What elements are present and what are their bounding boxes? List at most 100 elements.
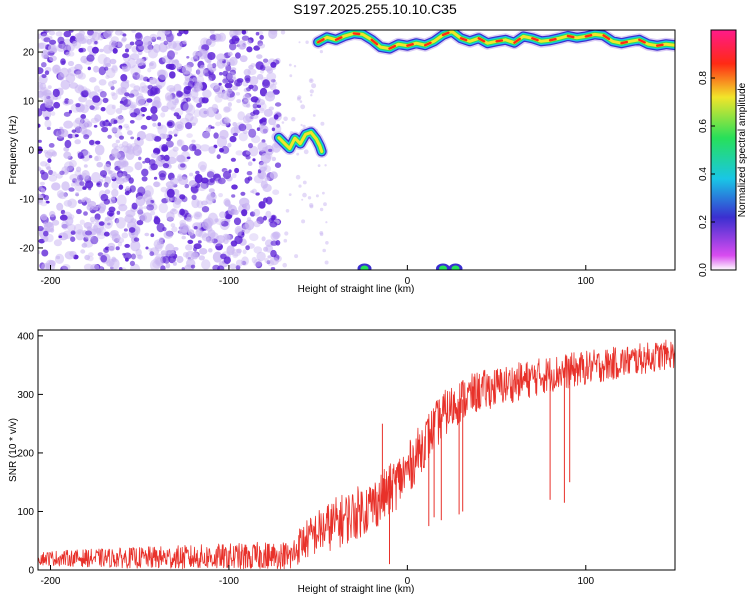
noise-speckle — [265, 196, 273, 205]
colorbar: 0.0 0.2 0.4 0.6 0.8 Normalized spectral ampl… — [698, 29, 748, 277]
noise-speckle — [242, 93, 251, 102]
noise-speckle — [121, 141, 129, 148]
noise-speckle — [44, 92, 55, 103]
noise-speckle — [94, 155, 99, 162]
noise-speckle — [38, 250, 41, 255]
noise-speckle — [67, 60, 75, 67]
noise-speckle — [135, 32, 143, 42]
noise-speckle — [246, 171, 253, 176]
ridge-main-peak — [566, 34, 575, 39]
ridge-main-peak — [388, 44, 397, 50]
noise-speckle — [265, 210, 272, 218]
noise-speckle — [212, 264, 220, 270]
noise-speckle — [235, 150, 243, 156]
noise-speckle — [309, 203, 314, 208]
noise-speckle — [232, 252, 239, 259]
noise-speckle — [260, 152, 272, 164]
noise-speckle — [38, 33, 42, 40]
noise-speckle — [280, 30, 286, 35]
noise-speckle — [146, 204, 155, 211]
noise-speckle — [113, 152, 122, 159]
noise-speckle — [134, 161, 143, 171]
noise-speckle — [59, 128, 69, 138]
noise-speckle — [256, 98, 266, 106]
noise-speckle — [163, 154, 170, 162]
noise-speckle — [75, 192, 80, 197]
noise-speckle — [102, 63, 109, 68]
noise-speckle — [49, 39, 57, 45]
noise-speckle — [38, 238, 45, 244]
noise-speckle — [234, 30, 242, 36]
noise-speckle — [302, 124, 306, 128]
noise-speckle — [138, 205, 144, 211]
noise-speckle — [191, 194, 197, 200]
noise-speckle — [127, 221, 137, 230]
noise-speckle — [93, 124, 98, 128]
ridge-main-peak — [531, 37, 539, 42]
noise-speckle — [67, 198, 77, 209]
noise-speckle — [226, 71, 236, 81]
noise-speckle — [186, 156, 191, 160]
snr-y-tick-label: 400 — [17, 331, 34, 342]
spectrogram-x-tick-label: -200 — [40, 276, 60, 287]
ridge-main-peak — [602, 34, 611, 41]
noise-speckle — [70, 230, 76, 235]
colorbar-tick-label: 0.2 — [698, 215, 709, 229]
noise-speckle — [77, 72, 86, 80]
noise-speckle — [62, 264, 71, 270]
noise-speckle — [196, 102, 202, 108]
colorbar-ticks: 0.0 0.2 0.4 0.6 0.8 — [698, 71, 715, 277]
noise-speckle — [275, 240, 281, 246]
noise-speckle — [150, 87, 158, 96]
ridge-main-peak — [620, 40, 628, 45]
noise-speckle — [95, 105, 100, 110]
noise-speckle — [63, 30, 72, 38]
noise-speckle — [186, 133, 193, 139]
noise-speckle — [106, 210, 115, 217]
noise-speckle — [55, 255, 61, 260]
noise-speckle — [111, 92, 118, 101]
noise-speckle — [245, 219, 255, 231]
noise-speckle — [43, 221, 49, 227]
noise-speckle — [53, 128, 62, 137]
noise-speckle — [149, 33, 157, 40]
noise-speckle — [122, 63, 127, 68]
noise-speckle — [264, 177, 270, 182]
noise-speckle — [185, 122, 193, 130]
noise-speckle — [227, 204, 238, 216]
noise-speckle — [89, 77, 97, 83]
noise-speckle — [227, 51, 233, 57]
noise-speckle — [227, 244, 235, 254]
noise-speckle — [245, 245, 250, 251]
noise-speckle — [122, 33, 127, 37]
noise-speckle — [132, 144, 142, 157]
noise-speckle — [70, 182, 75, 187]
noise-speckle — [81, 243, 88, 248]
noise-speckle — [121, 232, 129, 239]
snr-frame — [37, 329, 676, 571]
noise-speckle — [121, 38, 126, 43]
noise-speckle — [38, 123, 41, 128]
noise-speckle — [187, 239, 194, 244]
noise-speckle — [93, 65, 100, 73]
noise-speckle — [86, 54, 95, 62]
noise-speckle — [67, 224, 76, 232]
noise-speckle — [221, 90, 230, 100]
noise-speckle — [258, 43, 266, 49]
noise-speckle — [117, 41, 123, 48]
noise-speckle — [111, 196, 116, 200]
noise-speckle — [300, 104, 306, 110]
snr-marks — [38, 339, 675, 570]
noise-speckle — [255, 192, 260, 196]
noise-speckle — [134, 137, 144, 147]
noise-speckle — [301, 198, 304, 201]
noise-speckle — [68, 159, 77, 168]
noise-speckle — [166, 137, 172, 142]
noise-speckle — [259, 125, 269, 134]
noise-speckle — [198, 108, 209, 118]
noise-speckle — [274, 162, 282, 168]
noise-speckle — [118, 267, 123, 270]
noise-speckle — [38, 225, 44, 232]
noise-speckle — [269, 257, 279, 266]
noise-speckle — [127, 57, 137, 69]
